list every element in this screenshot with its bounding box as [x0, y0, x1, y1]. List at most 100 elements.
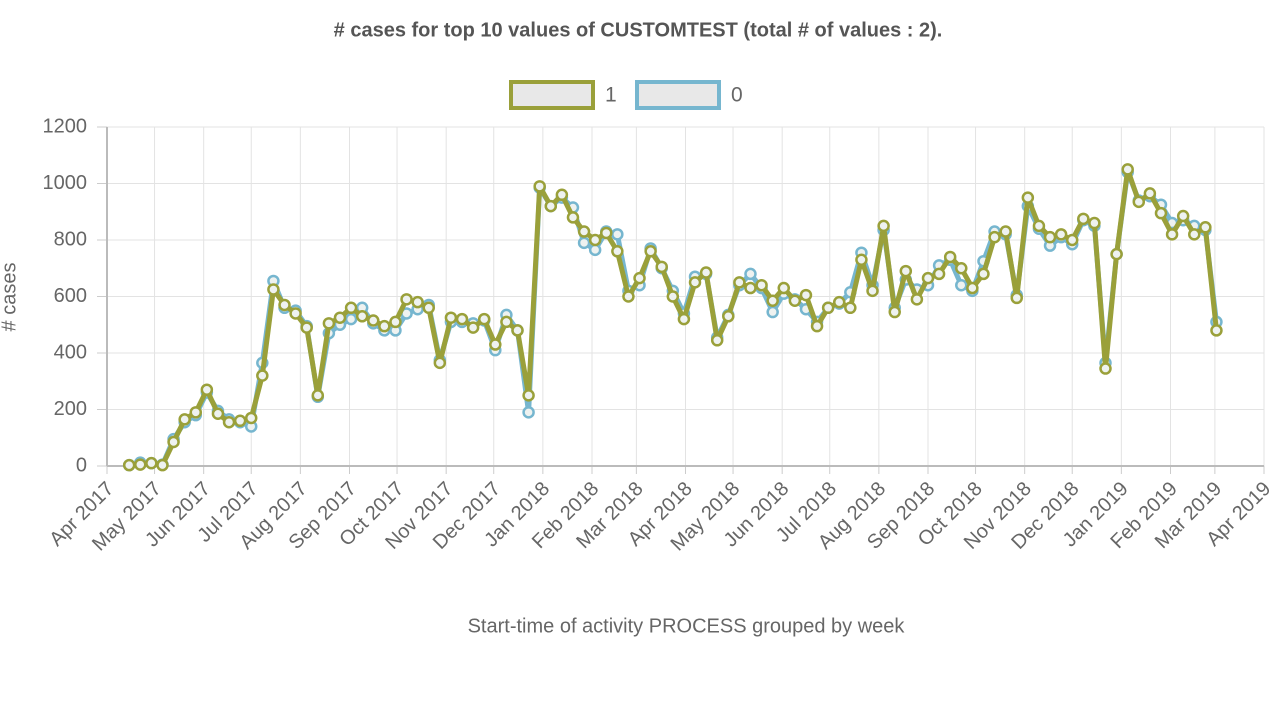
- data-point: [1199, 221, 1212, 234]
- data-point: [400, 293, 413, 306]
- data-point: [1099, 362, 1112, 375]
- data-point: [344, 312, 358, 326]
- data-point: [344, 301, 358, 315]
- data-point: [810, 319, 824, 333]
- data-point: [577, 225, 591, 238]
- data-point: [877, 219, 890, 233]
- data-point: [233, 414, 247, 428]
- data-point: [1021, 191, 1035, 204]
- data-point: [389, 315, 402, 329]
- data-point: [633, 271, 646, 285]
- data-point: [500, 315, 513, 329]
- data-point: [278, 298, 291, 312]
- data-point: [844, 301, 857, 315]
- data-point: [932, 267, 946, 281]
- data-point: [999, 225, 1012, 238]
- data-point: [866, 284, 879, 298]
- data-point: [988, 230, 1001, 244]
- data-point: [1132, 195, 1146, 209]
- data-point: [910, 293, 924, 306]
- data-point: [755, 278, 768, 292]
- chart-title: # cases for top 10 values of CUSTOMTEST …: [334, 19, 943, 41]
- data-point: [466, 321, 480, 334]
- y-tick-label: 200: [54, 398, 87, 420]
- data-point: [433, 356, 447, 370]
- data-point: [444, 311, 458, 324]
- data-point: [333, 311, 347, 324]
- data-point: [189, 406, 203, 419]
- data-point: [1010, 291, 1024, 305]
- data-point: [477, 312, 491, 326]
- data-point: [156, 458, 169, 472]
- data-point: [378, 319, 391, 333]
- data-point: [1210, 324, 1223, 337]
- data-point: [899, 264, 913, 278]
- data-point: [710, 334, 724, 347]
- legend-swatch: [635, 80, 721, 110]
- data-point: [1088, 216, 1101, 230]
- data-point: [566, 211, 580, 224]
- data-point: [1054, 228, 1068, 241]
- data-point: [1032, 219, 1046, 233]
- x-axis-title: Start-time of activity PROCESS grouped b…: [468, 615, 906, 637]
- data-point: [367, 314, 380, 327]
- data-point: [178, 413, 191, 426]
- data-point: [489, 338, 502, 351]
- data-point: [522, 406, 535, 419]
- y-tick-label: 600: [54, 285, 87, 307]
- y-axis-title: # cases: [0, 263, 20, 332]
- data-point: [1077, 212, 1090, 226]
- data-point: [1143, 187, 1157, 200]
- data-point: [943, 250, 957, 264]
- data-point: [1188, 228, 1201, 241]
- data-point: [134, 458, 147, 471]
- data-point: [1065, 233, 1079, 247]
- data-point: [145, 456, 158, 470]
- y-tick-label: 1200: [43, 115, 88, 137]
- data-point: [600, 226, 613, 240]
- y-tick-label: 1000: [43, 172, 88, 194]
- legend-swatch: [509, 80, 595, 110]
- data-point: [644, 245, 657, 258]
- y-tick-label: 0: [76, 454, 87, 476]
- data-point: [966, 281, 979, 295]
- y-tick-label: 400: [54, 341, 87, 363]
- data-point: [1176, 209, 1190, 223]
- data-point: [200, 383, 214, 396]
- data-point: [511, 324, 524, 337]
- data-point: [788, 294, 802, 307]
- data-point: [311, 389, 325, 402]
- data-point: [955, 278, 968, 292]
- data-point: [744, 267, 757, 281]
- data-point: [832, 295, 846, 309]
- data-point: [722, 310, 735, 323]
- data-point: [766, 305, 779, 319]
- data-point: [411, 295, 424, 309]
- data-point: [666, 290, 680, 303]
- data-point: [677, 312, 691, 326]
- data-point: [1165, 228, 1179, 241]
- data-point: [699, 266, 713, 279]
- data-point: [455, 312, 469, 326]
- data-point: [256, 369, 269, 382]
- data-point: [422, 301, 435, 315]
- data-point: [611, 245, 624, 258]
- data-point: [533, 180, 546, 193]
- data-point: [921, 271, 935, 285]
- data-point: [821, 301, 835, 315]
- data-point: [289, 307, 302, 320]
- data-point: [799, 288, 813, 302]
- legend-label: 0: [731, 84, 743, 107]
- data-point: [577, 236, 591, 250]
- data-point: [222, 415, 236, 429]
- data-point: [300, 321, 313, 334]
- data-point: [1110, 247, 1123, 261]
- data-point: [611, 228, 624, 241]
- data-point: [122, 458, 136, 472]
- data-point: [766, 294, 779, 307]
- data-point: [322, 317, 336, 330]
- data-point: [555, 188, 569, 202]
- data-point: [655, 260, 668, 274]
